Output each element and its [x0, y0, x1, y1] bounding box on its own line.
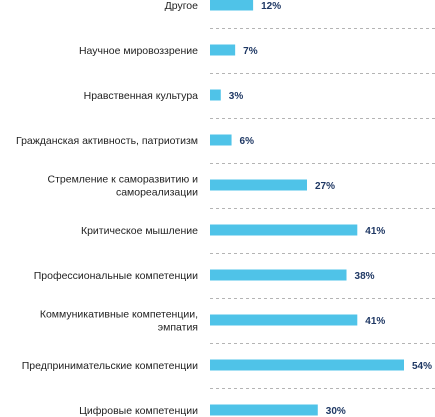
- category-label: самореализации: [116, 187, 198, 199]
- value-label: 41%: [365, 226, 385, 237]
- category-label: Гражданская активность, патриотизм: [16, 135, 198, 147]
- value-label: 3%: [229, 91, 244, 102]
- category-label: Цифровые компетенции: [79, 405, 198, 417]
- value-label: 7%: [243, 46, 258, 57]
- category-label: Нравственная культура: [84, 90, 199, 102]
- bar: [210, 359, 404, 371]
- value-label: 38%: [355, 271, 375, 282]
- category-label: Научное мировоззрение: [79, 45, 198, 57]
- bar: [210, 269, 347, 281]
- category-label: Коммуникативные компетенции,: [40, 309, 198, 321]
- bar: [210, 134, 232, 146]
- category-label: Критическое мышление: [81, 225, 198, 237]
- bar: [210, 314, 358, 326]
- bar: [210, 89, 221, 101]
- value-label: 12%: [261, 1, 281, 12]
- value-label: 6%: [240, 136, 255, 147]
- value-label: 27%: [315, 181, 335, 192]
- category-label: Стремление к саморазвитию и: [48, 174, 199, 186]
- value-label: 30%: [326, 406, 346, 417]
- bar: [210, 224, 358, 236]
- category-label: Предпринимательские компетенции: [22, 360, 198, 372]
- value-label: 54%: [412, 361, 432, 372]
- category-label: эмпатия: [158, 322, 198, 334]
- bar: [210, 179, 307, 191]
- bar: [210, 0, 254, 11]
- category-label: Профессиональные компетенции: [34, 270, 198, 282]
- value-label: 41%: [365, 316, 385, 327]
- bar: [210, 404, 318, 416]
- bar: [210, 44, 236, 56]
- category-label: Другое: [165, 0, 199, 12]
